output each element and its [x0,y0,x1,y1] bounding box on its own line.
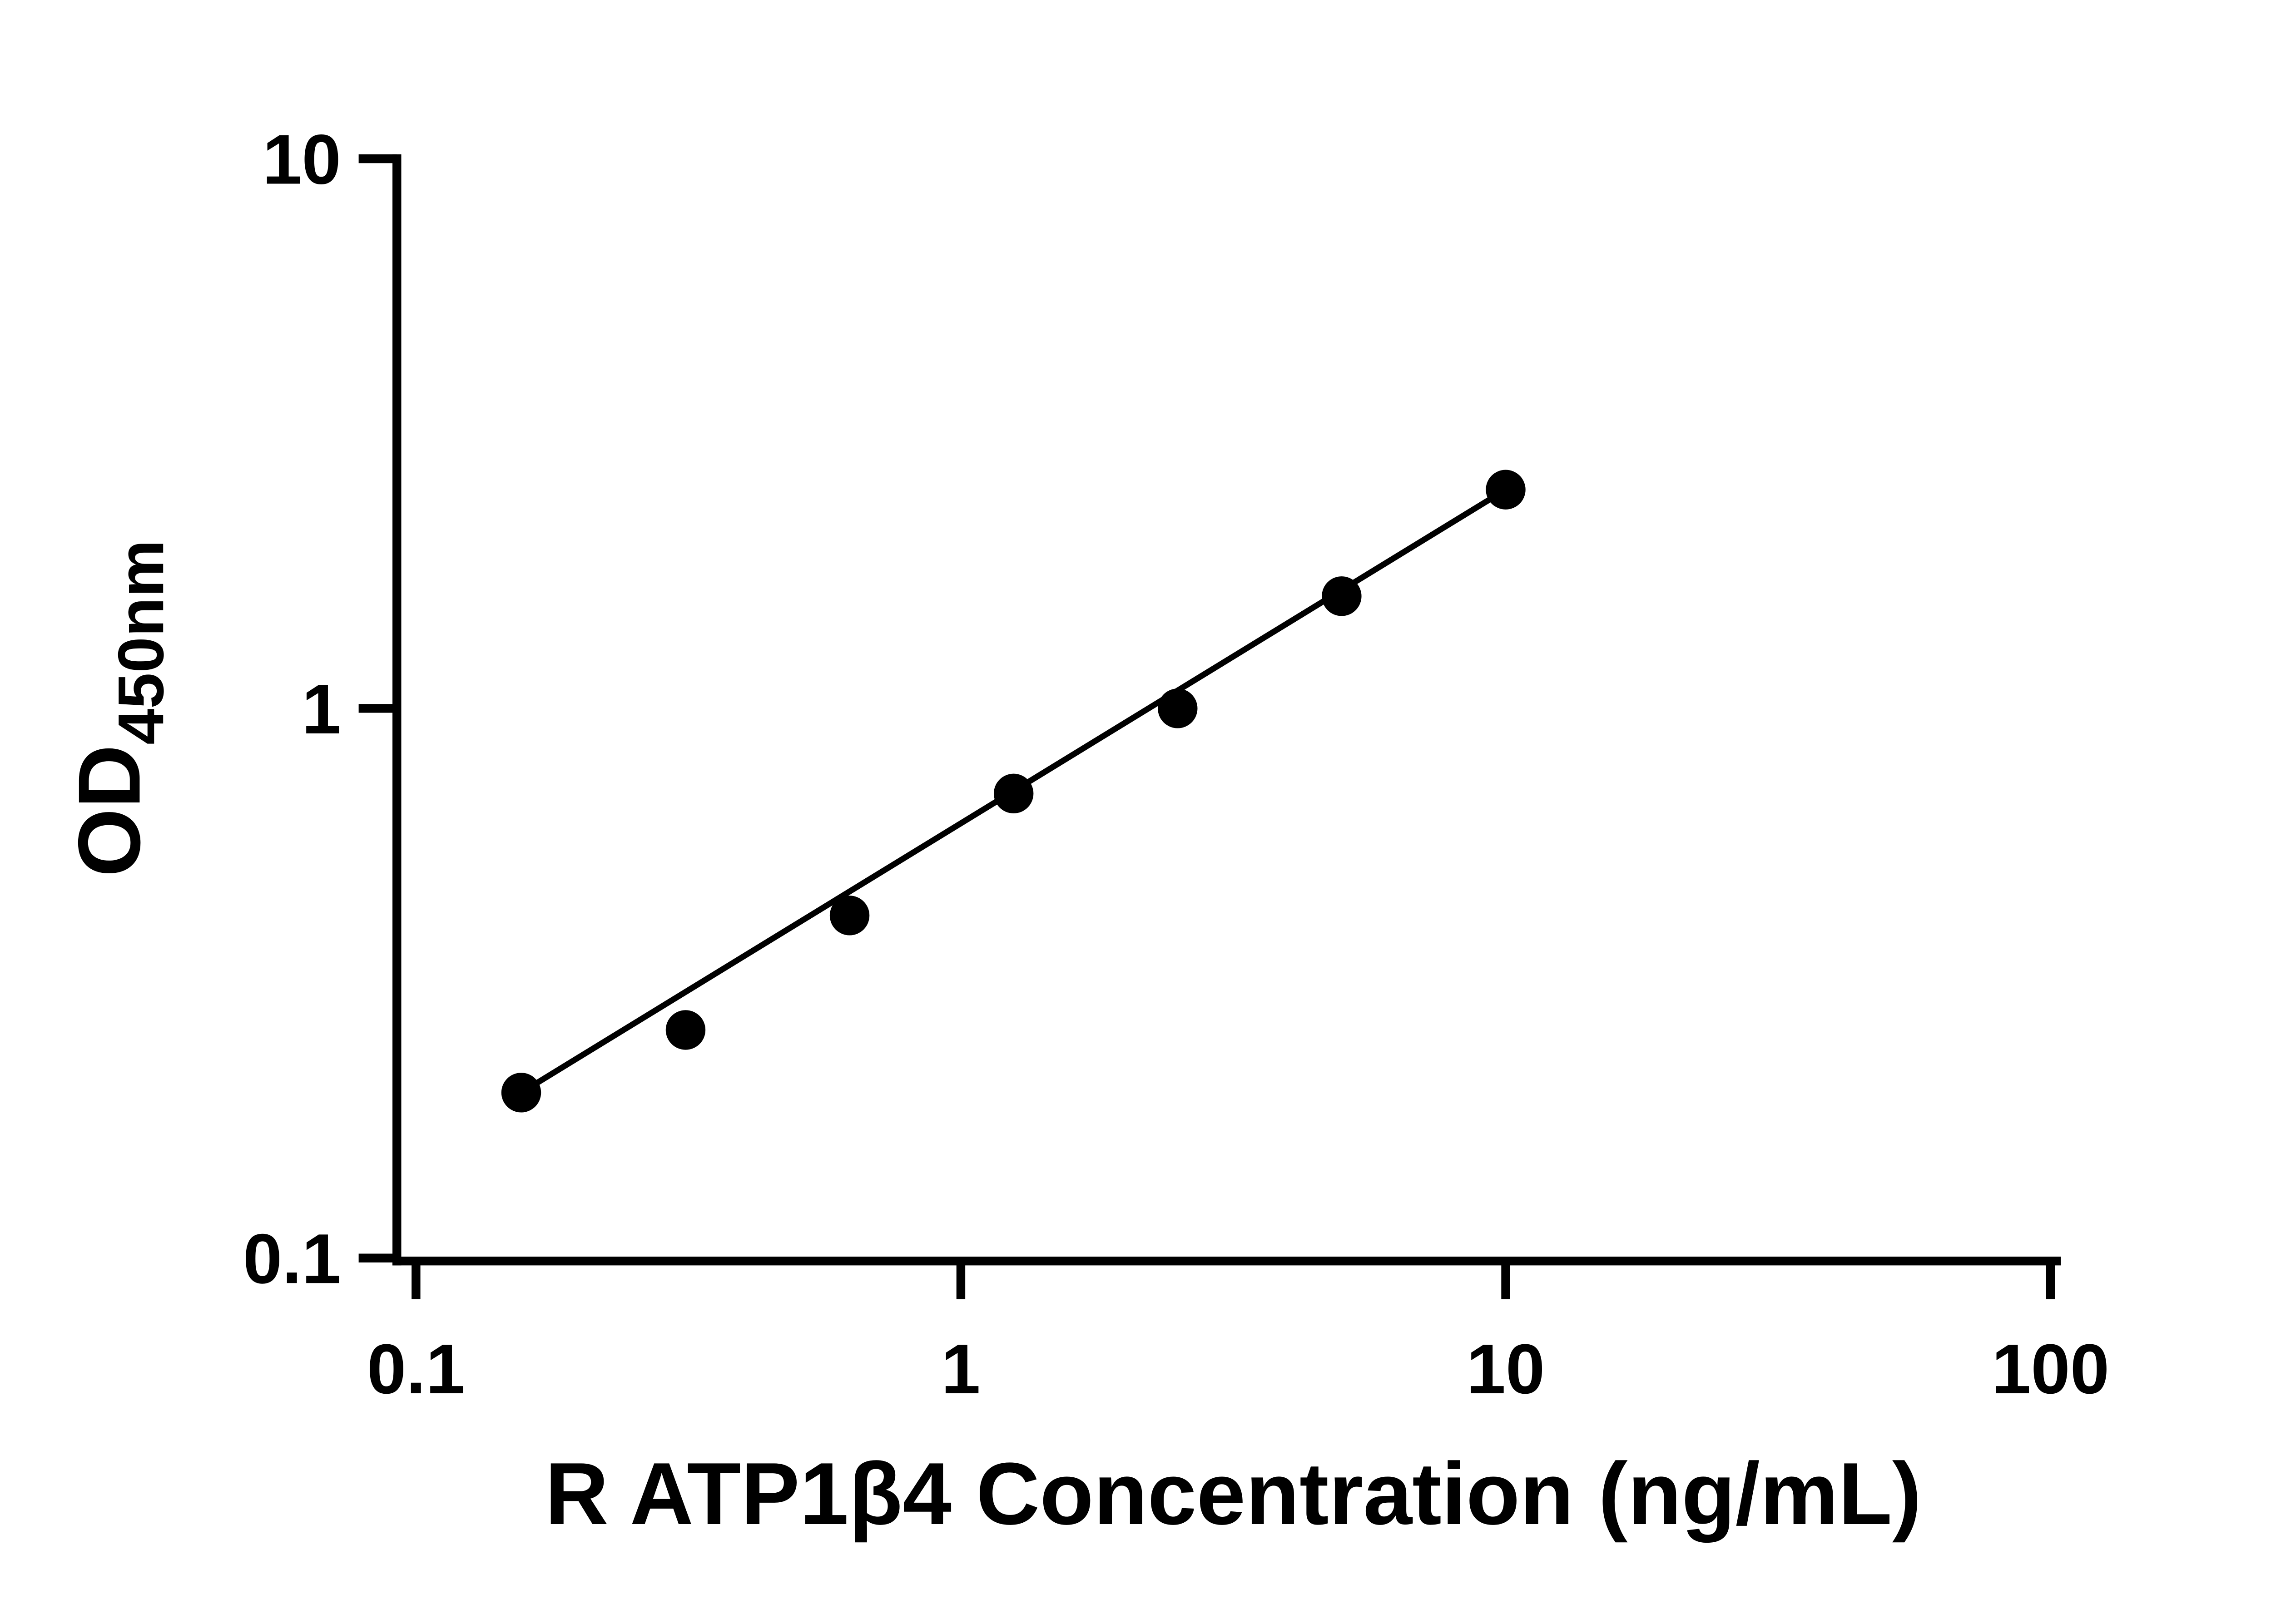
y-axis-title-sub: 450nm [105,540,177,745]
data-point [665,1010,706,1050]
x-axis-title: R ATP1β4 Concentration (ng/mL) [545,1445,1922,1543]
y-tick-label: 1 [302,669,341,748]
x-tick-label: 1 [941,1329,980,1408]
data-point [1158,688,1198,728]
data-point [1486,470,1526,510]
y-tick-label: 0.1 [243,1219,341,1298]
x-tick-layer: 0.1 1 10 100 [367,1261,2109,1408]
y-axis-title-main: OD [60,745,159,877]
data-point [1322,576,1362,616]
data-point [829,896,870,936]
data-point [993,773,1034,814]
data-point [501,1073,541,1113]
data-point-layer [501,470,1526,1113]
x-tick-label: 100 [1992,1329,2109,1408]
x-tick-label: 10 [1467,1329,1545,1408]
y-tick-label: 10 [263,120,341,199]
y-axis-title: OD450nm [60,540,177,877]
y-tick-layer: 0.1 1 10 [243,120,397,1298]
x-tick-label: 0.1 [367,1329,465,1408]
